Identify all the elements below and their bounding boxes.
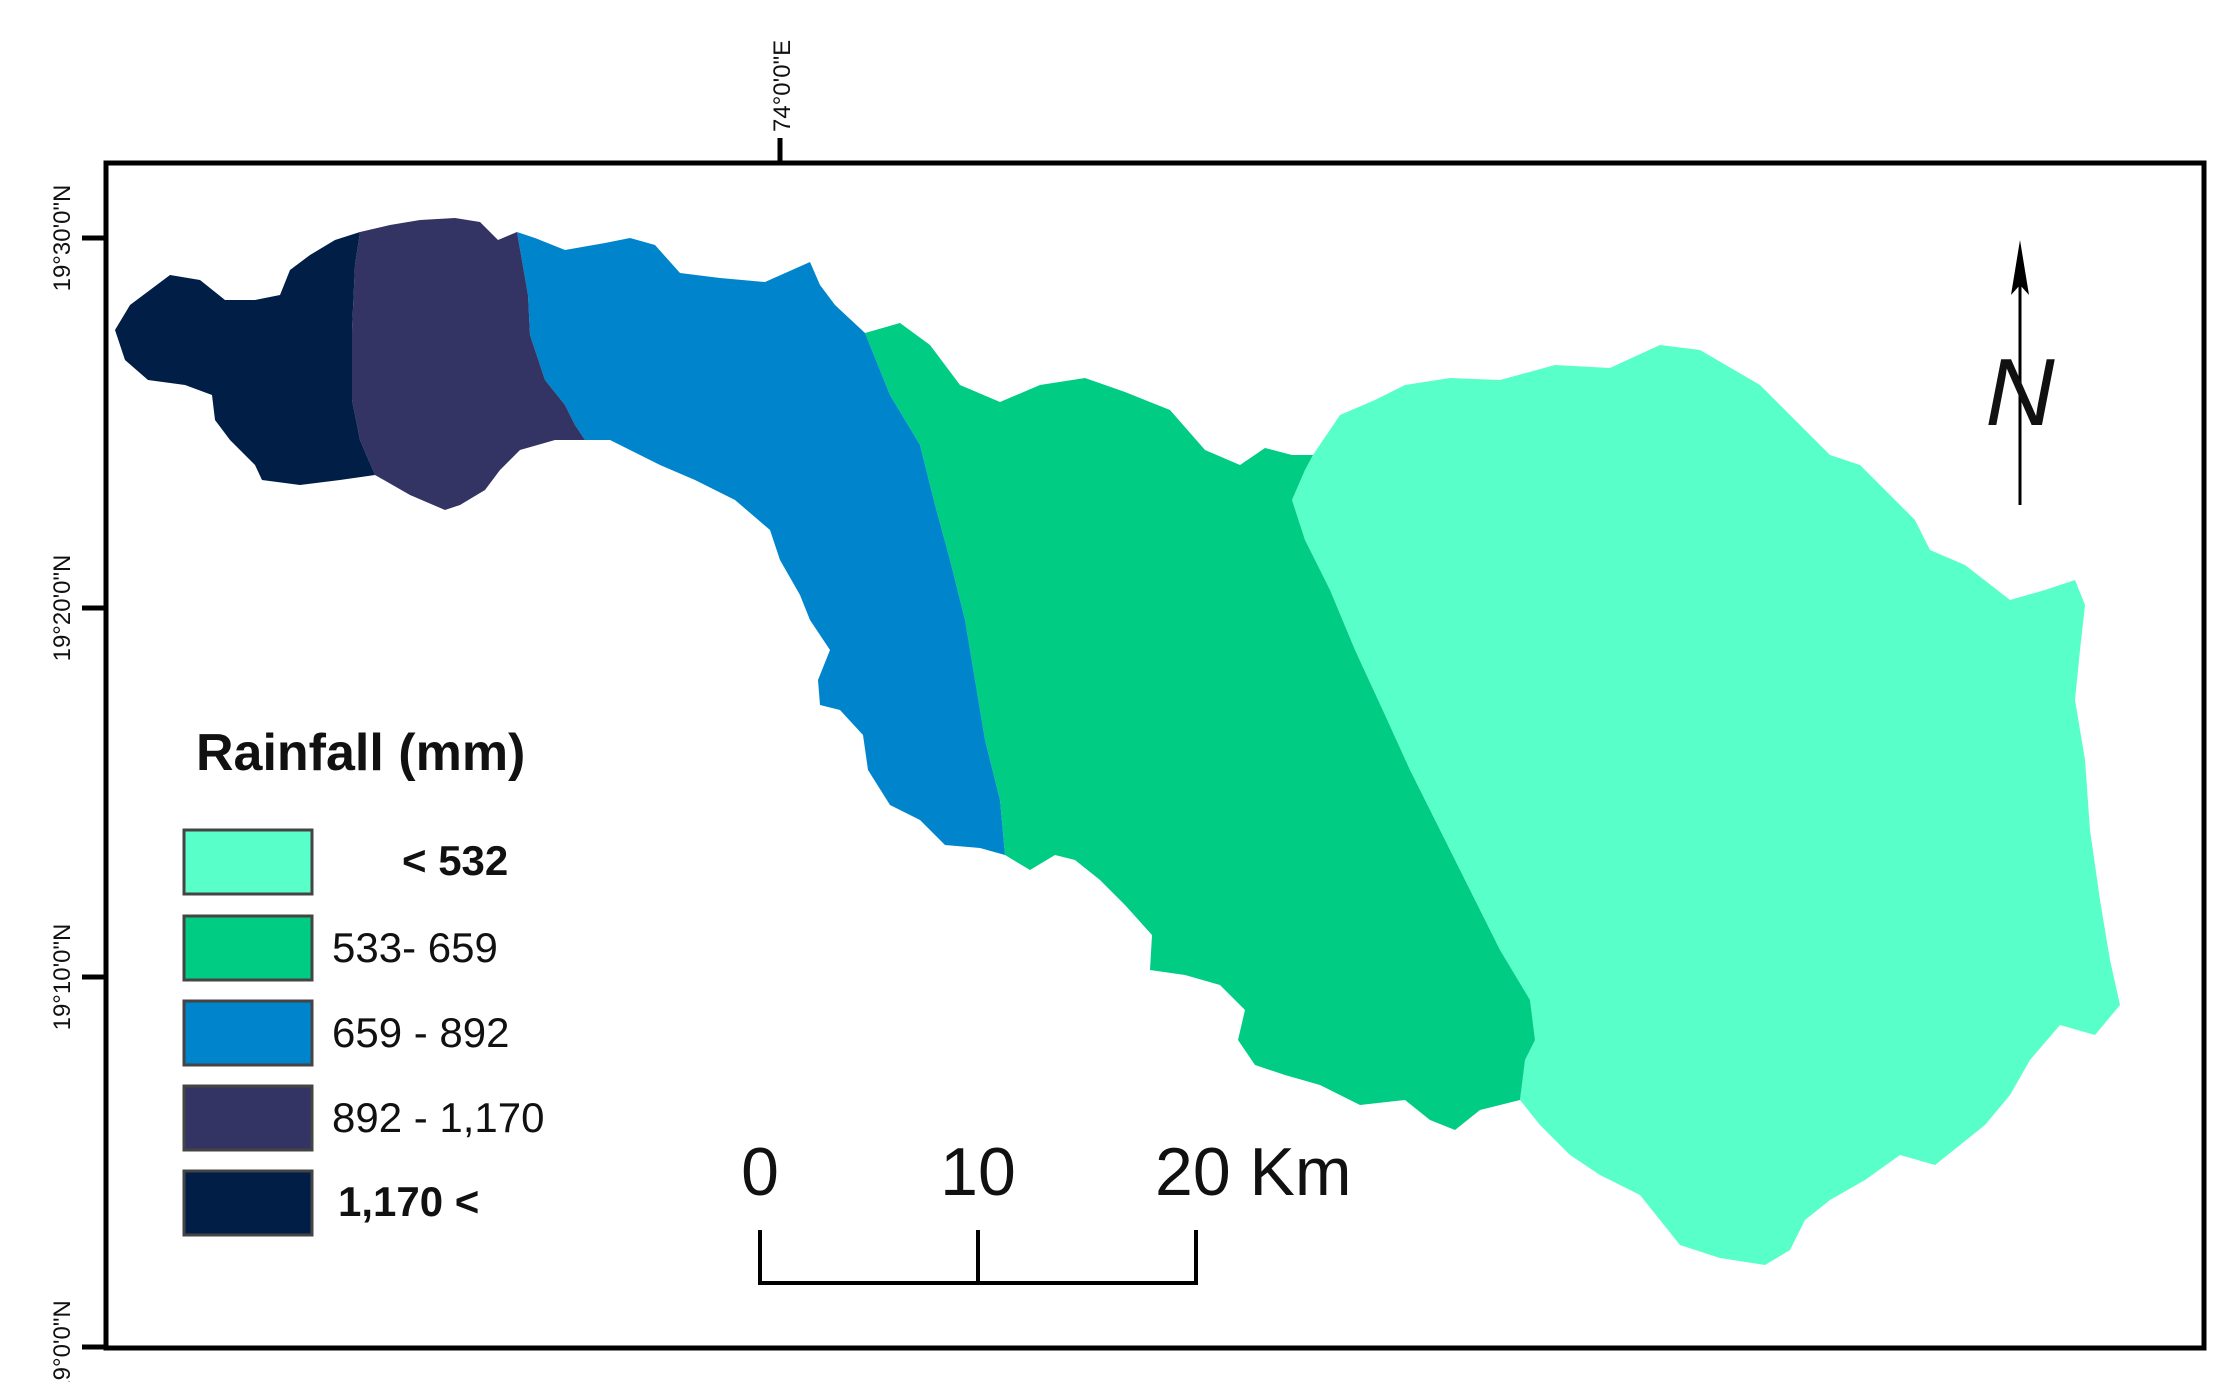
legend-title: Rainfall (mm) <box>196 724 525 782</box>
latitude-label-2: 19°20'0"N <box>49 555 76 662</box>
zone-533-659 <box>865 323 1535 1130</box>
rainfall-zones <box>115 218 2120 1265</box>
legend-label-1: < 532 <box>402 837 508 884</box>
map-frame <box>103 160 2207 1351</box>
legend: Rainfall (mm) < 532 533- 659 659 - 892 8… <box>182 724 545 1237</box>
zone-892-1170 <box>352 218 585 510</box>
latitude-label-1: 19°30'0"N <box>49 185 76 292</box>
zone-lt-532 <box>1292 345 2120 1265</box>
longitude-label: 74°0'0"E <box>769 40 796 132</box>
legend-swatch-3 <box>182 999 314 1067</box>
scale-tick-label-0: 0 <box>741 1134 779 1210</box>
legend-swatch-2 <box>182 914 314 982</box>
latitude-label-4: 19°0'0"N <box>49 1300 76 1382</box>
latitude-label-3: 19°10'0"N <box>49 924 76 1031</box>
scale-tick-label-10: 10 <box>940 1134 1016 1210</box>
north-arrow-icon: N <box>1985 240 2055 505</box>
legend-swatch-4 <box>182 1084 314 1152</box>
scale-tick-label-20: 20 Km <box>1155 1134 1352 1210</box>
north-label: N <box>1985 339 2055 446</box>
legend-label-2: 533- 659 <box>332 924 498 971</box>
legend-swatch-5 <box>182 1169 314 1237</box>
zone-659-892 <box>517 232 1005 855</box>
legend-label-3: 659 - 892 <box>332 1009 509 1056</box>
legend-label-5: 1,170 < <box>338 1178 479 1225</box>
legend-swatch-1 <box>182 828 314 896</box>
zone-gt-1170 <box>115 232 375 485</box>
legend-label-4: 892 - 1,170 <box>332 1094 545 1141</box>
scale-bar: 0 10 20 Km <box>741 1134 1352 1285</box>
graticule <box>82 138 783 1350</box>
